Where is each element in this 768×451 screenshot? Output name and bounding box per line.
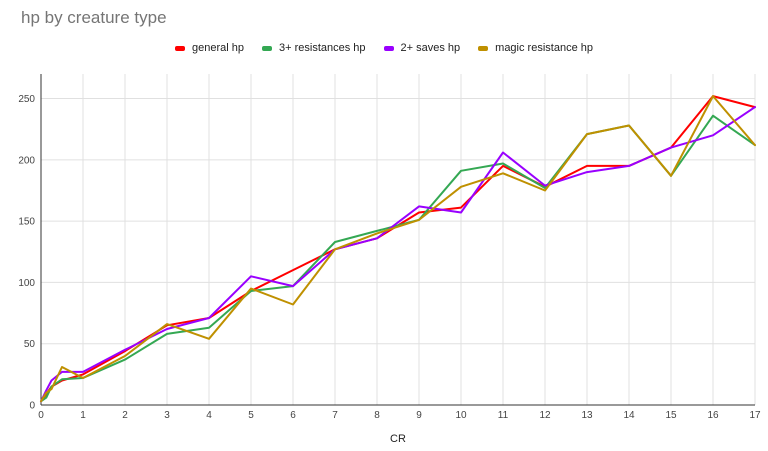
x-tick-label: 17 <box>749 410 761 421</box>
x-tick-label: 5 <box>248 410 254 421</box>
legend-swatch <box>262 45 272 51</box>
gridlines <box>40 74 756 405</box>
x-tick-label: 1 <box>80 410 86 421</box>
x-tick-label: 15 <box>665 410 677 421</box>
x-tick-label: 10 <box>455 410 467 421</box>
y-tick-label: 200 <box>18 155 35 166</box>
series-line-0 <box>40 95 756 403</box>
x-tick-label: 11 <box>498 410 509 421</box>
x-tick-label: 3 <box>164 410 170 421</box>
x-tick-label: 9 <box>416 410 422 421</box>
x-tick-label: 14 <box>623 410 635 421</box>
legend-item-2-saves-hp[interactable]: 2+ saves hp <box>383 40 461 56</box>
y-tick-label: 100 <box>18 278 35 289</box>
x-tick-label: 4 <box>206 410 212 421</box>
x-tick-label: 8 <box>374 410 380 421</box>
chart-title: hp by creature type <box>21 8 167 27</box>
legend: general hp 3+ resistances hp 2+ saves hp… <box>0 40 768 56</box>
series-line-3 <box>40 95 756 403</box>
legend-item-magic-resistance-hp[interactable]: magic resistance hp <box>478 40 593 56</box>
series-lines <box>40 95 756 403</box>
y-tick-label: 250 <box>18 94 35 105</box>
legend-label: 3+ resistances hp <box>279 42 366 54</box>
y-tick-label: 50 <box>24 339 36 350</box>
y-tick-label: 150 <box>18 217 35 228</box>
x-tick-label: 16 <box>707 410 719 421</box>
series-line-2 <box>40 106 756 403</box>
legend-label: magic resistance hp <box>495 42 593 54</box>
legend-swatch <box>478 45 489 51</box>
legend-label: 2+ saves hp <box>400 42 461 54</box>
legend-swatch <box>383 45 394 51</box>
legend-swatch <box>175 45 185 51</box>
x-axis-title: CR <box>390 433 406 445</box>
y-tick-label: 0 <box>29 401 35 412</box>
x-tick-label: 7 <box>332 410 338 421</box>
legend-item-general-hp[interactable]: general hp <box>175 40 244 56</box>
axes <box>40 74 755 406</box>
x-tick-label: 6 <box>290 410 296 421</box>
x-tick-label: 0 <box>38 410 44 421</box>
x-tick-label: 2 <box>122 410 128 421</box>
x-tick-label: 13 <box>581 410 593 421</box>
x-tick-label: 12 <box>539 410 551 421</box>
legend-label: general hp <box>192 42 244 54</box>
legend-item-3-resistances-hp[interactable]: 3+ resistances hp <box>262 40 366 56</box>
